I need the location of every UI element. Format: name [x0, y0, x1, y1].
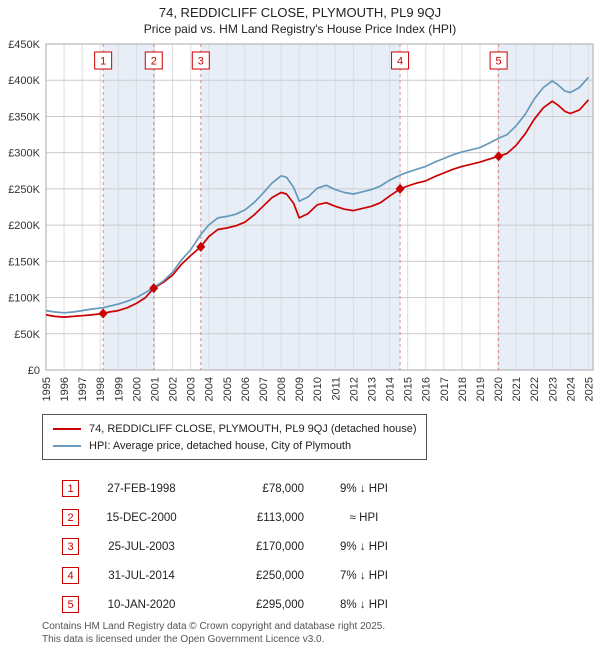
svg-text:4: 4: [397, 56, 403, 68]
svg-text:2022: 2022: [529, 377, 541, 401]
svg-text:2025: 2025: [583, 377, 595, 401]
svg-text:2006: 2006: [240, 377, 252, 401]
table-row: 1 27-FEB-1998 £78,000 9% ↓ HPI: [62, 474, 424, 503]
hpi-line-swatch: [53, 444, 81, 447]
sale-date: 15-DEC-2000: [106, 511, 177, 524]
sale-hpi-delta: 8% ↓ HPI: [340, 598, 388, 611]
sale-price: £295,000: [256, 598, 304, 611]
sale-date: 10-JAN-2020: [107, 598, 176, 611]
footer-copyright: Contains HM Land Registry data © Crown c…: [42, 621, 386, 632]
svg-text:2008: 2008: [276, 377, 288, 401]
svg-text:2010: 2010: [312, 377, 324, 401]
svg-text:2001: 2001: [149, 377, 161, 401]
svg-text:2024: 2024: [565, 377, 577, 401]
svg-text:2004: 2004: [204, 377, 216, 401]
svg-text:2000: 2000: [131, 377, 143, 401]
svg-text:2021: 2021: [511, 377, 523, 401]
sale-number-badge: 2: [62, 509, 79, 526]
price-chart-svg: £0 £50K £100K £150K £200K £250K £300K £350K £400…: [8, 39, 595, 401]
svg-text:2011: 2011: [330, 377, 342, 401]
svg-text:2014: 2014: [385, 377, 397, 401]
sale-number-badge: 4: [62, 567, 79, 584]
svg-text:5: 5: [496, 56, 502, 68]
table-row: 4 31-JUL-2014 £250,000 7% ↓ HPI: [62, 561, 424, 590]
property-line-swatch: [53, 427, 81, 430]
svg-text:2015: 2015: [403, 377, 415, 401]
sale-price: £170,000: [256, 540, 304, 553]
svg-text:2019: 2019: [475, 377, 487, 401]
svg-text:£300K: £300K: [8, 148, 40, 160]
sale-price: £113,000: [256, 511, 304, 524]
svg-text:2: 2: [151, 56, 157, 68]
svg-text:2009: 2009: [294, 377, 306, 401]
svg-text:1995: 1995: [41, 377, 53, 401]
price-chart: £0 £50K £100K £150K £200K £250K £300K £350K £400…: [0, 38, 600, 408]
svg-text:2002: 2002: [168, 377, 180, 401]
svg-text:2012: 2012: [348, 377, 360, 401]
svg-text:2018: 2018: [457, 377, 469, 401]
sale-date: 31-JUL-2014: [108, 569, 175, 582]
svg-text:1998: 1998: [95, 377, 107, 401]
svg-text:3: 3: [198, 56, 204, 68]
svg-text:2005: 2005: [222, 377, 234, 401]
table-row: 3 25-JUL-2003 £170,000 9% ↓ HPI: [62, 532, 424, 561]
svg-text:£350K: £350K: [8, 111, 40, 123]
svg-text:£400K: £400K: [8, 75, 40, 87]
svg-text:£100K: £100K: [8, 293, 40, 305]
footer: Contains HM Land Registry data © Crown c…: [42, 620, 385, 646]
svg-text:£250K: £250K: [8, 184, 40, 196]
sale-date: 27-FEB-1998: [107, 482, 176, 495]
sale-number-badge: 5: [62, 596, 79, 613]
footer-licence: This data is licensed under the Open Gov…: [42, 634, 325, 645]
svg-text:2023: 2023: [547, 377, 559, 401]
legend-label-hpi: HPI: Average price, detached house, City…: [89, 439, 352, 452]
sale-price: £250,000: [256, 569, 304, 582]
svg-text:2007: 2007: [258, 377, 270, 401]
transaction-table: 1 27-FEB-1998 £78,000 9% ↓ HPI 2 15-DEC-…: [62, 474, 424, 619]
table-row: 2 15-DEC-2000 £113,000 ≈ HPI: [62, 503, 424, 532]
legend-label-property: 74, REDDICLIFF CLOSE, PLYMOUTH, PL9 9QJ …: [89, 422, 417, 435]
sale-number-badge: 3: [62, 538, 79, 555]
svg-text:1999: 1999: [113, 377, 125, 401]
svg-text:2020: 2020: [493, 377, 505, 401]
svg-text:2013: 2013: [366, 377, 378, 401]
svg-text:2003: 2003: [186, 377, 198, 401]
chart-legend: 74, REDDICLIFF CLOSE, PLYMOUTH, PL9 9QJ …: [42, 414, 428, 460]
legend-item-hpi: HPI: Average price, detached house, City…: [53, 437, 416, 454]
table-row: 5 10-JAN-2020 £295,000 8% ↓ HPI: [62, 590, 424, 619]
svg-text:1997: 1997: [77, 377, 89, 401]
svg-text:£150K: £150K: [8, 256, 40, 268]
svg-text:£50K: £50K: [14, 329, 40, 341]
svg-text:1: 1: [100, 56, 106, 68]
sale-number-badge: 1: [62, 480, 79, 497]
sale-hpi-delta: ≈ HPI: [349, 511, 379, 524]
svg-text:£0: £0: [28, 365, 40, 377]
legend-item-property: 74, REDDICLIFF CLOSE, PLYMOUTH, PL9 9QJ …: [53, 420, 416, 437]
svg-text:2016: 2016: [421, 377, 433, 401]
chart-subtitle: Price paid vs. HM Land Registry's House …: [143, 22, 457, 36]
sale-hpi-delta: 9% ↓ HPI: [340, 540, 388, 553]
sale-price: £78,000: [262, 482, 304, 495]
svg-text:1996: 1996: [59, 377, 71, 401]
svg-text:£450K: £450K: [8, 39, 40, 51]
page-title: 74, REDDICLIFF CLOSE, PLYMOUTH, PL9 9QJ: [158, 5, 442, 20]
svg-text:2017: 2017: [439, 377, 451, 401]
sale-hpi-delta: 9% ↓ HPI: [340, 482, 388, 495]
sale-hpi-delta: 7% ↓ HPI: [340, 569, 388, 582]
svg-text:£200K: £200K: [8, 220, 40, 232]
sale-date: 25-JUL-2003: [108, 540, 175, 553]
